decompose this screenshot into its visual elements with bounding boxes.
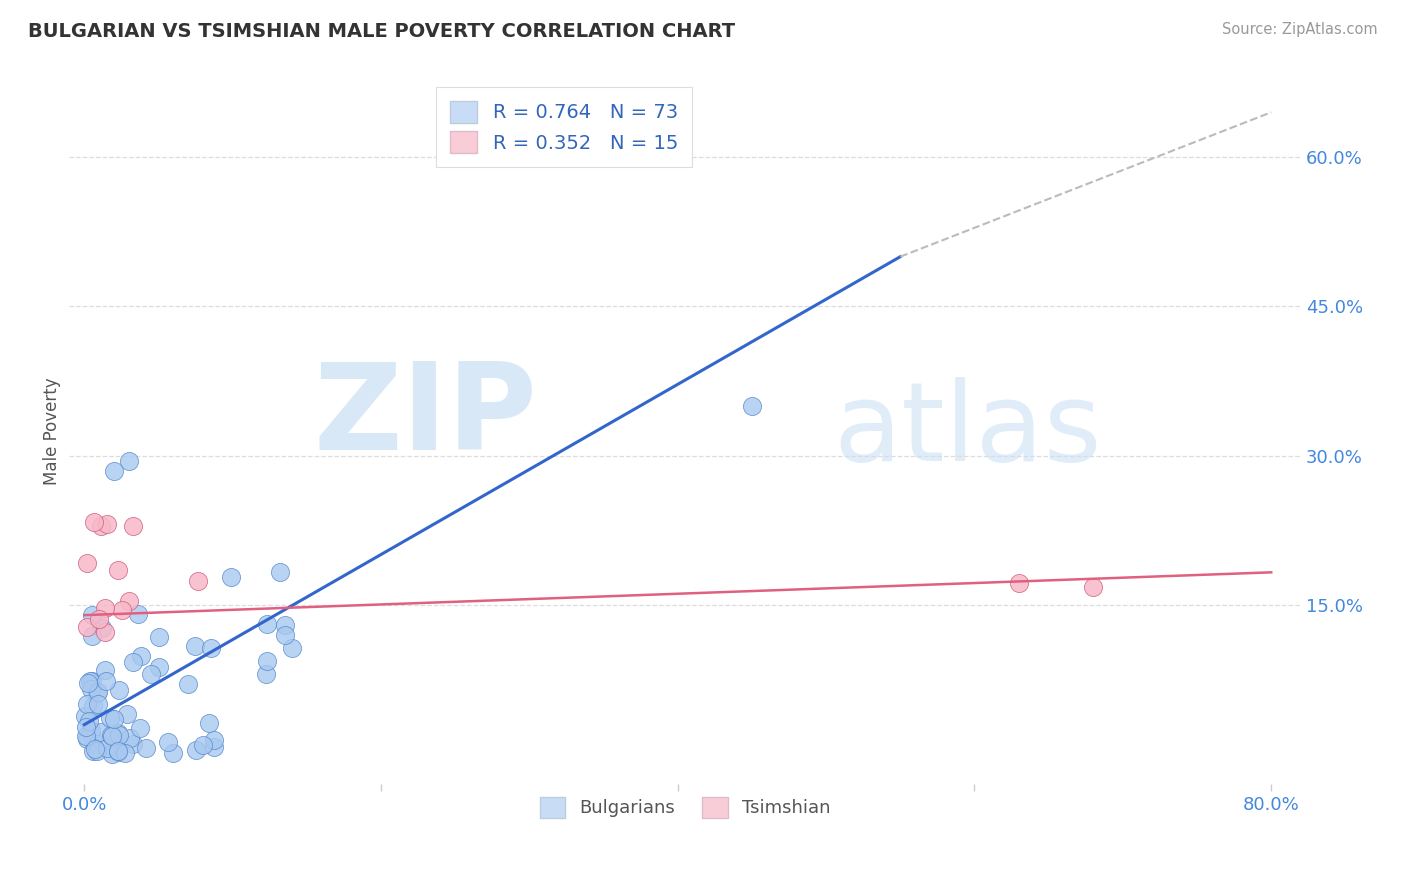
Point <box>191 738 214 752</box>
Point <box>79 728 101 742</box>
Point <box>254 667 277 681</box>
Point <box>86 686 108 700</box>
Point <box>108 728 131 742</box>
Point <box>273 618 295 632</box>
Text: atlas: atlas <box>832 377 1101 484</box>
Point <box>100 729 122 743</box>
Point <box>75 720 97 734</box>
Point <box>121 655 143 669</box>
Point <box>127 607 149 621</box>
Point <box>86 744 108 758</box>
Point <box>177 677 200 691</box>
Point <box>108 682 131 697</box>
Point <box>87 685 110 699</box>
Point <box>202 739 225 754</box>
Point <box>184 743 207 757</box>
Point <box>101 747 124 762</box>
Point <box>77 676 100 690</box>
Point <box>80 673 103 688</box>
Point <box>96 516 118 531</box>
Point <box>90 725 112 739</box>
Point <box>200 641 222 656</box>
Point <box>148 630 170 644</box>
Point <box>80 608 103 623</box>
Point <box>94 625 117 640</box>
Text: ZIP: ZIP <box>314 359 537 475</box>
Point <box>76 697 98 711</box>
Point <box>162 746 184 760</box>
Point <box>121 519 143 533</box>
Point <box>73 708 96 723</box>
Point <box>219 570 242 584</box>
Point <box>202 733 225 747</box>
Point <box>98 711 121 725</box>
Point <box>256 616 278 631</box>
Point <box>90 621 112 635</box>
Point <box>118 731 141 746</box>
Point <box>103 464 125 478</box>
Point <box>131 648 153 663</box>
Point <box>107 725 129 739</box>
Point <box>77 714 100 728</box>
Point <box>274 627 297 641</box>
Point <box>80 682 103 697</box>
Point <box>83 515 105 529</box>
Point <box>139 666 162 681</box>
Point <box>183 639 205 653</box>
Text: BULGARIAN VS TSIMSHIAN MALE POVERTY CORRELATION CHART: BULGARIAN VS TSIMSHIAN MALE POVERTY CORR… <box>28 22 735 41</box>
Point <box>79 723 101 737</box>
Point <box>75 729 97 743</box>
Point <box>115 706 138 721</box>
Point <box>118 454 141 468</box>
Point <box>186 574 208 588</box>
Point <box>82 698 104 713</box>
Point <box>122 737 145 751</box>
Y-axis label: Male Poverty: Male Poverty <box>44 377 60 484</box>
Text: Source: ZipAtlas.com: Source: ZipAtlas.com <box>1222 22 1378 37</box>
Point <box>128 721 150 735</box>
Point <box>82 744 104 758</box>
Point <box>79 674 101 689</box>
Point <box>107 562 129 576</box>
Point <box>111 602 134 616</box>
Point <box>84 742 107 756</box>
Point <box>76 557 98 571</box>
Point <box>76 620 98 634</box>
Point <box>107 743 129 757</box>
Point <box>96 741 118 756</box>
Point <box>94 674 117 689</box>
Point <box>741 399 763 413</box>
Point <box>87 737 110 751</box>
Point <box>76 731 98 746</box>
Legend: Bulgarians, Tsimshian: Bulgarians, Tsimshian <box>533 789 838 825</box>
Point <box>114 746 136 760</box>
Point <box>1008 576 1031 591</box>
Point <box>118 593 141 607</box>
Point <box>156 734 179 748</box>
Point <box>107 745 129 759</box>
Point <box>256 654 278 668</box>
Point <box>148 659 170 673</box>
Point <box>107 744 129 758</box>
Point <box>90 519 112 533</box>
Point <box>1083 580 1105 594</box>
Point <box>281 640 304 655</box>
Point <box>94 600 117 615</box>
Point <box>87 697 110 711</box>
Point <box>135 741 157 756</box>
Point <box>87 612 110 626</box>
Point <box>103 712 125 726</box>
Point <box>100 727 122 741</box>
Point <box>269 565 291 579</box>
Point <box>80 629 103 643</box>
Point <box>198 715 221 730</box>
Point <box>94 664 117 678</box>
